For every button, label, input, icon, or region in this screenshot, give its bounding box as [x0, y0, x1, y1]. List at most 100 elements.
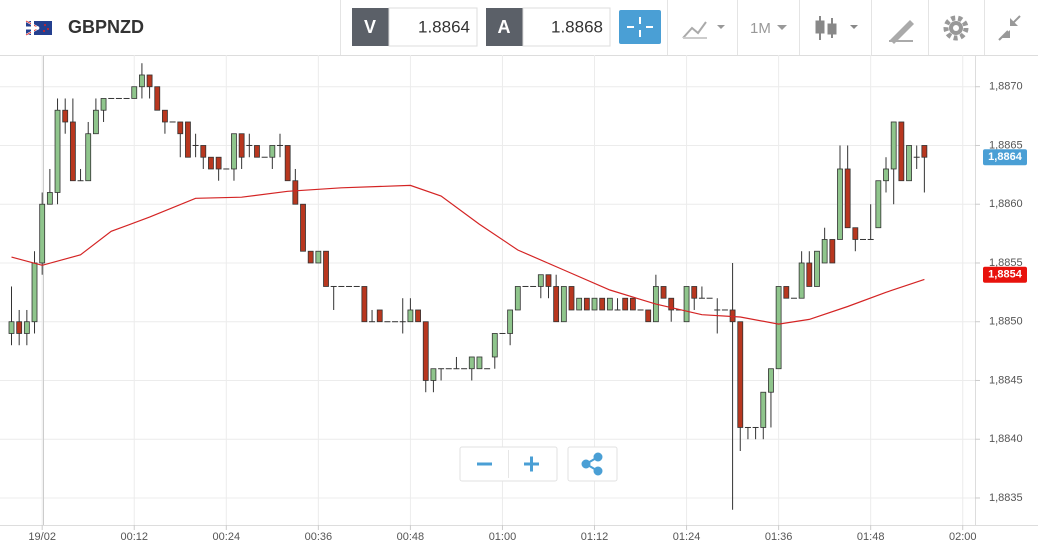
candle-body — [576, 297, 583, 311]
candle-body — [131, 86, 138, 99]
candle-body — [8, 321, 15, 334]
candle-body — [645, 309, 652, 323]
y-tick-label: 1,8860 — [989, 198, 1023, 210]
candle-body — [23, 321, 30, 334]
x-tick-label: 19/02 — [28, 531, 56, 543]
candle-body — [16, 321, 23, 334]
candle-type-button[interactable] — [815, 16, 858, 40]
candle-body — [39, 203, 46, 264]
bid-label: V — [364, 17, 376, 37]
crosshair-button[interactable] — [619, 10, 661, 44]
candle-body — [139, 74, 145, 88]
candle-body — [890, 121, 897, 170]
candle-body — [560, 286, 567, 323]
candle-body — [69, 121, 76, 182]
bid-button[interactable] — [352, 8, 389, 46]
x-tick-label: 01:12 — [581, 531, 609, 543]
candle-body — [760, 391, 767, 428]
candle-body — [162, 109, 168, 123]
x-tick-label: 00:48 — [397, 531, 425, 543]
candle-body — [783, 286, 790, 299]
x-tick-label: 01:48 — [857, 531, 885, 543]
candle-body — [62, 109, 69, 123]
candle-body — [553, 286, 560, 323]
candle-body — [537, 274, 544, 287]
zoom-in[interactable] — [524, 456, 539, 472]
candle-body — [622, 297, 629, 311]
candle-body — [46, 192, 53, 205]
candle-body — [177, 121, 184, 135]
candle-body — [775, 286, 782, 370]
interval[interactable]: 1M — [750, 20, 771, 37]
x-tick-label: 01:24 — [673, 531, 701, 543]
candle-body — [491, 333, 498, 358]
price-label-box — [983, 149, 1027, 166]
candle-body — [568, 286, 575, 311]
crosshair-icon — [627, 17, 653, 37]
candle-body — [361, 286, 368, 323]
symbol: GBPNZD — [68, 17, 144, 37]
ask-price: 1.8868 — [551, 17, 603, 36]
candle-body — [269, 145, 276, 158]
price-label: 1,8864 — [988, 151, 1023, 163]
candle-body — [852, 227, 859, 240]
candle-body — [814, 250, 820, 287]
candle-body — [85, 133, 92, 182]
x-tick-label: 01:00 — [489, 531, 517, 543]
share-icon — [581, 452, 603, 476]
candle-body — [906, 145, 912, 182]
share-button[interactable] — [567, 446, 618, 482]
candle-body — [215, 156, 222, 170]
bid-field — [388, 7, 478, 47]
candle-body — [476, 356, 483, 370]
flag-icon — [25, 20, 52, 36]
candle-body — [468, 356, 475, 370]
candle-body — [583, 297, 590, 311]
candle-body — [591, 297, 598, 311]
candle-body — [415, 309, 421, 323]
zoom-controls — [459, 446, 618, 482]
candle-body — [300, 203, 306, 252]
candle-body — [422, 321, 429, 381]
x-tick-label: 00:24 — [213, 531, 241, 543]
candle-body — [768, 368, 774, 393]
candle-body — [507, 309, 514, 334]
candle-body — [185, 121, 191, 158]
y-tick-label: 1,8855 — [989, 257, 1023, 269]
candle-body — [898, 121, 905, 182]
candle-body — [599, 297, 606, 311]
candle-body — [254, 145, 260, 158]
chart-type-button[interactable] — [682, 21, 725, 39]
candle-body — [606, 297, 613, 311]
candle-body — [668, 297, 675, 311]
x-tick-label: 02:00 — [949, 531, 977, 543]
settings-button[interactable] — [943, 15, 969, 41]
candle-body — [829, 239, 836, 264]
candle-body — [54, 109, 61, 193]
collapse-button[interactable] — [998, 15, 1021, 41]
ask-field — [522, 7, 611, 47]
candle-body — [92, 109, 99, 135]
candle-body — [798, 262, 805, 299]
candle-body — [883, 168, 889, 182]
candle-body — [284, 145, 291, 182]
candle-body — [154, 86, 161, 111]
y-tick-label: 1,8835 — [989, 492, 1023, 504]
candle-body — [376, 309, 383, 323]
axes: 1,8835 1,8840 1,8845 1,8850 1,8855 1,8860 1,88… — [28, 81, 1027, 543]
y-tick-label: 1,8870 — [989, 81, 1023, 93]
candle-body — [407, 309, 414, 323]
ask-button[interactable] — [486, 8, 523, 46]
candle-body — [875, 180, 882, 229]
draw-button[interactable] — [889, 20, 914, 44]
y-tick-label: 1,8840 — [989, 433, 1023, 445]
y-tick-label: 1,8865 — [989, 139, 1023, 151]
candle-body — [844, 168, 851, 229]
candle-body — [837, 168, 843, 240]
candle-body — [629, 297, 636, 311]
y-tick-label: 1,8850 — [989, 316, 1023, 328]
candle-body — [545, 274, 552, 287]
price-label-box — [983, 266, 1027, 283]
candle-body — [231, 133, 237, 170]
